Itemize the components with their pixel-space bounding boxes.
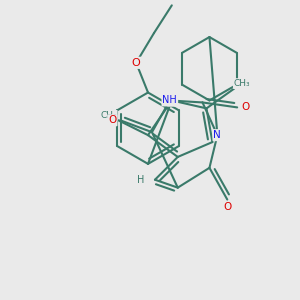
Text: O: O: [132, 58, 140, 68]
Text: N: N: [214, 130, 221, 140]
Text: O: O: [241, 102, 249, 112]
Text: H: H: [137, 175, 145, 185]
Text: O: O: [223, 202, 231, 212]
Text: CH₃: CH₃: [100, 111, 117, 120]
Text: CH₃: CH₃: [234, 79, 250, 88]
Text: NH: NH: [162, 95, 177, 106]
Text: N: N: [168, 95, 176, 106]
Text: O: O: [108, 115, 116, 125]
